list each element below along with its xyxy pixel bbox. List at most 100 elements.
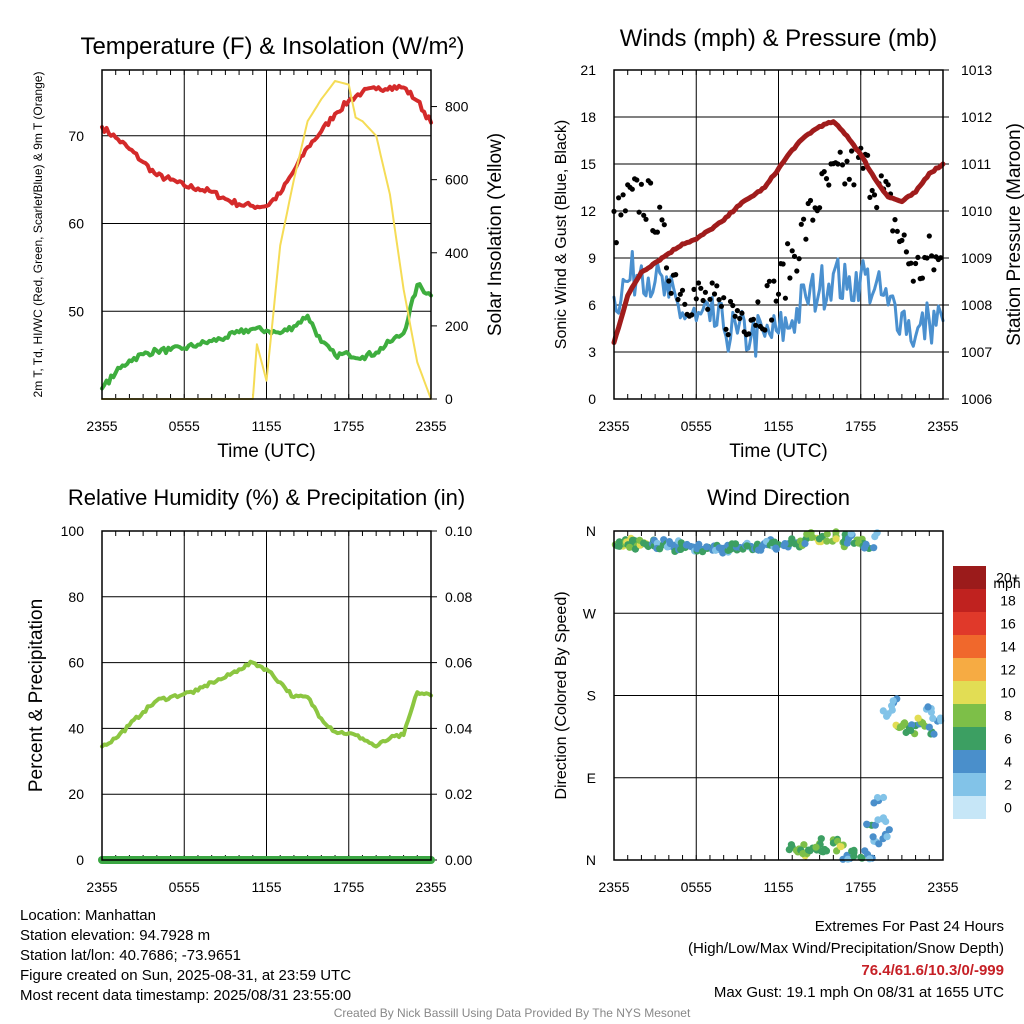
x-tick-label: 2355: [598, 879, 629, 895]
extremes-values: 76.4/61.6/10.3/0/-999: [861, 962, 1004, 979]
x-axis-label: Time (UTC): [217, 441, 316, 462]
y-right-axis-label: Station Pressure (Maroon): [1004, 123, 1024, 346]
y-tick-label: 50: [68, 303, 84, 319]
legend-label: 18: [1000, 593, 1016, 609]
gust-point: [919, 275, 926, 281]
y-right-tick-label: 0.04: [445, 720, 472, 736]
recent-data-text: Most recent data timestamp: 2025/08/31 2…: [20, 987, 352, 1004]
direction-point: [862, 540, 870, 549]
gust-point: [865, 152, 871, 158]
direction-point: [626, 543, 634, 551]
direction-point: [882, 817, 890, 826]
y-tick-label: 15: [580, 156, 596, 172]
gust-point: [702, 289, 709, 295]
gust-point: [915, 254, 921, 260]
x-tick-label: 0555: [681, 418, 712, 434]
gust-point: [716, 297, 722, 303]
x-tick-label: 1155: [251, 879, 281, 895]
max-gust-text: Max Gust: 19.1 mph On 08/31 at 1655 UTC: [713, 984, 1004, 1001]
direction-point: [908, 721, 916, 729]
x-tick-label: 2355: [415, 418, 446, 434]
gust-point: [924, 255, 930, 261]
y-right-tick-label: 800: [445, 99, 469, 115]
direction-point: [861, 847, 869, 855]
gust-point: [700, 297, 706, 304]
legend-label: 4: [1004, 754, 1012, 770]
direction-point: [821, 845, 829, 854]
gust-point: [721, 295, 727, 301]
gust-point: [764, 283, 770, 289]
y-right-tick-label: 0.02: [445, 786, 472, 802]
direction-point: [703, 543, 711, 551]
gust-point: [803, 236, 809, 242]
y-right-tick-label: 0.08: [445, 589, 472, 605]
direction-point: [832, 528, 840, 536]
direction-point: [914, 714, 922, 722]
gust-point: [654, 229, 661, 235]
y-right-tick-label: 0.10: [445, 523, 472, 539]
direction-point: [808, 533, 817, 541]
direction-point: [863, 820, 871, 828]
direction-point: [726, 545, 734, 554]
y-axis-label: Sonic Wind & Gust (Blue, Black): [553, 120, 570, 349]
gust-point: [682, 301, 688, 307]
gust-point: [677, 291, 683, 297]
x-tick-label: 1155: [763, 418, 793, 434]
gust-point: [899, 237, 905, 243]
y-tick-label: 18: [580, 109, 596, 125]
direction-point: [919, 719, 927, 727]
legend-label: 0: [1004, 800, 1012, 816]
gust-point: [910, 278, 916, 284]
legend-swatch: [953, 566, 986, 589]
gust-point: [750, 316, 757, 322]
pressure-line: [611, 119, 946, 346]
y-right-tick-label: 1010: [961, 203, 992, 219]
extremes-info: Extremes For Past 24 Hours (High/Low/Max…: [688, 916, 1004, 1004]
chart-title: Winds (mph) & Pressure (mb): [620, 25, 937, 52]
direction-point: [666, 540, 674, 548]
direction-point: [907, 726, 915, 735]
y-tick-label: 40: [68, 720, 84, 736]
legend-title: mph: [993, 575, 1020, 591]
direction-point: [929, 714, 937, 723]
gust-point: [874, 204, 880, 211]
gust-point: [675, 296, 681, 303]
y-tick-label: 80: [68, 589, 84, 605]
plot-frame: [101, 69, 432, 400]
y-right-tick-label: 1007: [961, 344, 992, 360]
direction-point: [885, 826, 893, 834]
gust-point: [801, 216, 807, 222]
gust-point: [638, 181, 645, 187]
direction-point: [801, 540, 809, 548]
direction-point: [804, 846, 813, 854]
x-tick-label: 2355: [927, 418, 958, 434]
gust-point: [798, 221, 804, 227]
legend-swatch: [953, 658, 986, 681]
y-right-tick-label: 600: [445, 172, 469, 188]
gust-point: [938, 255, 944, 261]
legend-label: 20+: [996, 570, 1020, 586]
direction-point: [731, 540, 740, 548]
station-info: Location: Manhattan Station elevation: 9…: [20, 906, 351, 1006]
direction-point: [772, 544, 780, 552]
y-tick-label: 20: [68, 786, 84, 802]
legend-swatch: [953, 773, 986, 796]
chart-title: Temperature (F) & Insolation (W/m²): [80, 33, 464, 60]
direction-point: [615, 538, 624, 546]
y-right-tick-label: 1011: [961, 156, 991, 172]
direction-point: [799, 850, 807, 858]
direction-point: [817, 835, 825, 843]
direction-point: [781, 540, 789, 548]
gust-point: [926, 233, 932, 239]
gust-point: [753, 322, 759, 328]
direction-point: [832, 535, 840, 543]
gust-point: [796, 256, 802, 262]
gust-point: [762, 327, 768, 333]
y-tick-label: 0: [588, 391, 596, 407]
gust-point: [689, 312, 695, 318]
legend-label: 12: [1000, 662, 1016, 678]
direction-point: [879, 707, 887, 715]
direction-point: [850, 846, 858, 855]
direction-point: [800, 841, 808, 849]
